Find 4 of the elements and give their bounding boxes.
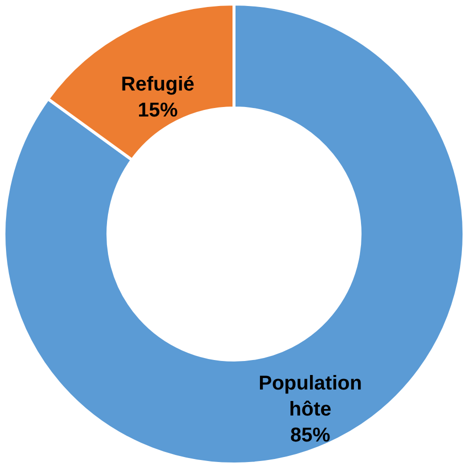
slice-label: Refugié (121, 73, 194, 96)
slice-label: Population hôte (258, 372, 362, 421)
data-label: 85% (290, 424, 330, 447)
data-label: 15% (138, 99, 178, 122)
